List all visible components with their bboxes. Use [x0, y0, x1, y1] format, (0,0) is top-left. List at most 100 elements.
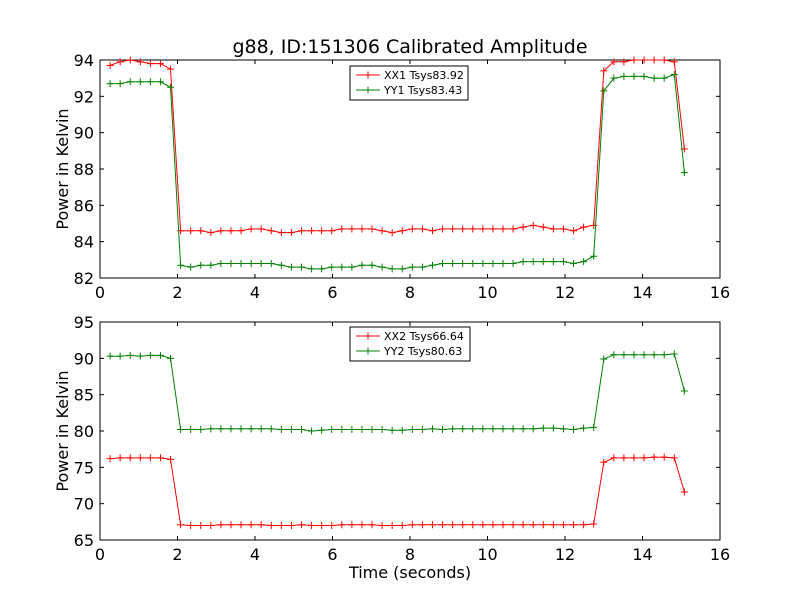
top-series-1-point	[358, 225, 366, 233]
top-series-1-line	[109, 59, 685, 234]
bottom-series-1-point	[368, 521, 376, 529]
bottom-series-1-point	[358, 521, 366, 529]
top-series-1-point	[660, 56, 668, 64]
top-series-1-point	[338, 225, 346, 233]
bottom-series-2-point	[428, 425, 436, 433]
bottom-series-1-point	[338, 521, 346, 529]
bottom-series-1-point	[227, 521, 235, 529]
top-series-1-point	[146, 60, 154, 68]
top-series-2-point	[217, 259, 225, 267]
top-legend-label-1: XX1 Tsys83.92	[384, 69, 464, 82]
top-series-1-point	[217, 227, 225, 235]
top-series-2-line	[110, 73, 685, 270]
top-series-2-point	[388, 265, 396, 273]
bottom-series-2-point	[298, 426, 305, 434]
bottom-series-1-point	[207, 521, 215, 529]
bottom-series-1-point	[499, 521, 507, 529]
top-series-1-point	[156, 60, 164, 68]
top-series-2-point	[146, 78, 154, 86]
bottom-series-2-point	[257, 425, 265, 433]
top-y-tick-label-90: 90	[74, 124, 94, 143]
top-series-1-point	[459, 225, 467, 233]
top-series-2-point	[106, 80, 114, 88]
top-series-2-point	[459, 259, 467, 267]
bottom-series-1-point	[469, 521, 477, 529]
bottom-series-1-point	[217, 521, 225, 529]
top-series-2-point	[620, 72, 628, 80]
bottom-series-1-point	[177, 521, 185, 529]
bottom-series-2-point	[378, 426, 386, 434]
bottom-series-1-point	[519, 521, 527, 529]
bottom-series-1-point	[298, 521, 305, 529]
bottom-series-1-point	[328, 521, 336, 529]
top-series-1-point	[489, 225, 497, 233]
top-series-2-point	[277, 261, 285, 269]
top-series-2-point	[610, 74, 618, 82]
top-series-2-point	[469, 259, 477, 267]
top-series-1-point	[620, 58, 628, 66]
bottom-series-2-point	[449, 425, 457, 433]
top-series-1-point	[418, 225, 426, 233]
bottom-series-1-point	[549, 521, 557, 529]
bottom-x-tick-label-4: 4	[250, 545, 260, 564]
bottom-series-2-point	[116, 352, 124, 360]
top-series-2-point	[267, 259, 275, 267]
top-series-1-point	[368, 225, 376, 233]
bottom-series-2-point	[146, 351, 154, 359]
top-y-axis-label: Power in Kelvin	[53, 108, 72, 229]
bottom-series-1-point	[197, 521, 205, 529]
top-series-2-point	[559, 258, 567, 266]
bottom-series-1-point	[580, 521, 588, 529]
bottom-x-tick-label-10: 10	[477, 545, 497, 564]
top-y-tick-label-94: 94	[74, 51, 94, 70]
bottom-series-1-point	[670, 454, 678, 462]
top-x-tick-label-0: 0	[95, 283, 105, 302]
top-series-2-point	[428, 261, 436, 269]
bottom-legend-box	[349, 326, 471, 362]
top-series-2-point	[207, 261, 215, 269]
bottom-series-2-point	[227, 425, 235, 433]
top-series-1-point	[428, 227, 436, 235]
top-series-1-point	[197, 227, 205, 235]
top-series-2-point	[328, 263, 336, 271]
bottom-series-1-point	[539, 521, 547, 529]
bottom-series-1-point	[680, 488, 688, 496]
top-series-2-point	[398, 265, 406, 273]
bottom-series-2-point	[348, 426, 356, 434]
top-x-tick-label-8: 8	[405, 283, 415, 302]
top-x-tick-label-14: 14	[632, 283, 652, 302]
top-series-2-point	[499, 259, 507, 267]
bottom-x-tick-label-8: 8	[405, 545, 415, 564]
top-legend-marker-1	[364, 71, 372, 79]
top-series-2-point	[126, 78, 134, 86]
bottom-series-1-point	[156, 454, 164, 462]
bottom-series-2-point	[469, 425, 477, 433]
top-series-2-point	[408, 263, 416, 271]
chart-title: g88, ID:151306 Calibrated Amplitude	[232, 36, 587, 58]
bottom-series-2-point	[650, 351, 658, 359]
top-series-2-point	[439, 259, 447, 267]
bottom-series-2-point	[338, 426, 346, 434]
bottom-series-1-point	[590, 520, 598, 528]
bottom-series-2-point	[499, 425, 507, 433]
bottom-series-2-point	[660, 351, 668, 359]
bottom-series-2-point	[418, 426, 426, 434]
top-x-tick-label-12: 12	[555, 283, 575, 302]
bottom-series-1-point	[428, 521, 436, 529]
top-series-1-point	[519, 223, 527, 231]
bottom-series-1-point	[146, 454, 154, 462]
top-series-2-point	[479, 259, 487, 267]
bottom-series-2-point	[680, 387, 688, 395]
top-series-1-point	[136, 58, 144, 66]
bottom-series-2-point	[106, 352, 114, 360]
top-legend-label-2: YY1 Tsys83.43	[383, 84, 462, 97]
top-series-2-point	[177, 261, 185, 269]
bottom-series-2-point	[217, 425, 225, 433]
top-series-2-point	[509, 259, 517, 267]
bottom-x-tick-label-2: 2	[172, 545, 182, 564]
bottom-series-1-point	[277, 521, 285, 529]
bottom-legend-label-1: XX2 Tsys66.64	[384, 330, 464, 343]
bottom-series-2-point	[570, 426, 578, 434]
top-series-1-point	[348, 225, 356, 233]
top-series-1-point	[499, 225, 507, 233]
